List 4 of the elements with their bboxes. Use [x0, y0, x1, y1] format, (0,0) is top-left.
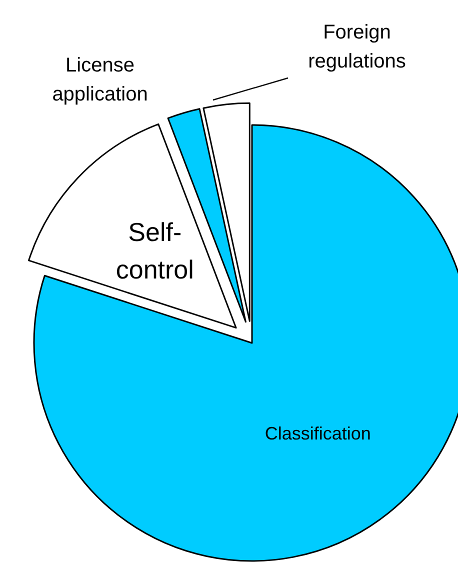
slice-label: Foreign regulations — [308, 22, 406, 72]
slice-label: License application — [52, 54, 148, 106]
slice-label: Classification — [264, 424, 371, 444]
slice-label: Self- control — [116, 216, 194, 285]
